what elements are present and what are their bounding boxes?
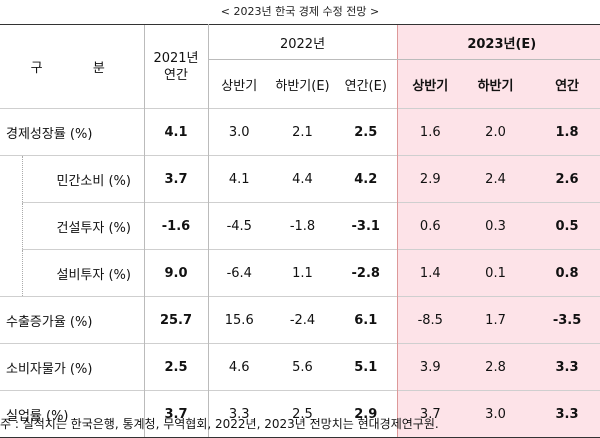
row-label: 경제성장률 (%) [0, 108, 144, 156]
cell-2022-h1: 4.6 [207, 343, 270, 391]
table-row: 설비투자 (%) 9.0 -6.4 1.1 -2.8 1.4 0.1 0.8 [0, 249, 600, 297]
row-label: 소비자물가 (%) [0, 343, 144, 391]
cell-2021: -1.6 [143, 202, 209, 250]
cell-2022-h2: 2.5 [270, 390, 335, 438]
cell-2023-h1: 1.6 [396, 108, 464, 156]
table-row: 실업률 (%) 3.7 3.3 2.5 2.9 3.7 3.0 3.3 [0, 390, 600, 438]
cell-2022-year: 4.2 [335, 155, 398, 203]
col-2021-header-line2: 연간 [164, 67, 188, 83]
cell-2023-year: 1.8 [528, 108, 600, 156]
cell-2021: 4.1 [143, 108, 209, 156]
cell-2023-year: -3.5 [528, 296, 600, 344]
cell-2023-year: 3.3 [528, 343, 600, 391]
col-2022-h1-header: 상반기 [207, 59, 270, 109]
cell-2022-year: 2.9 [335, 390, 398, 438]
table-row: 소비자물가 (%) 2.5 4.6 5.6 5.1 3.9 2.8 3.3 [0, 343, 600, 391]
cell-2022-h2: 4.4 [270, 155, 335, 203]
col-2023-h1-header: 상반기 [396, 59, 464, 109]
cell-2022-year: 2.5 [335, 108, 398, 156]
cell-2023-h2: 0.1 [463, 249, 529, 297]
cell-2022-year: 5.1 [335, 343, 398, 391]
cell-2022-h1: 4.1 [207, 155, 270, 203]
cell-2021: 2.5 [143, 343, 209, 391]
col-2022-h2-header: 하반기(E) [275, 78, 330, 94]
col-2023-h2-header: 하반기 [463, 59, 529, 109]
cell-2023-h2: 1.7 [463, 296, 529, 344]
cell-2023-year: 0.8 [528, 249, 600, 297]
cell-2021: 25.7 [143, 296, 209, 344]
cell-2023-h2: 2.4 [463, 155, 529, 203]
col-2023-year-header: 연간 [528, 59, 600, 109]
category-header-char1: 구 [30, 61, 43, 76]
cell-2022-h2: -1.8 [270, 202, 335, 250]
cell-2022-h2: -2.4 [270, 296, 335, 344]
cell-2023-h2: 2.0 [463, 108, 529, 156]
row-label: 건설투자 (%) [21, 202, 144, 250]
cell-2022-h1: 3.0 [207, 108, 270, 156]
cell-2022-h2: 2.1 [270, 108, 335, 156]
cell-2022-year: 6.1 [335, 296, 398, 344]
cell-2022-h2: 1.1 [270, 249, 335, 297]
table-row: 건설투자 (%) -1.6 -4.5 -1.8 -3.1 0.6 0.3 0.5 [0, 202, 600, 250]
cell-2021: 3.7 [143, 390, 209, 438]
cell-2023-year: 3.3 [528, 390, 600, 438]
footnote: 주 : 실적치는 한국은행, 통계청, 무역협회, 2022년, 2023년 전… [0, 417, 439, 431]
cell-2022-h1: 15.6 [207, 296, 270, 344]
header-row-periods: 상반기 하반기(E) 연간(E) 상반기 하반기 연간 [0, 59, 600, 109]
category-header: 구 분 [0, 24, 144, 109]
cell-2023-h1: -8.5 [396, 296, 464, 344]
category-header-char2: 분 [92, 61, 105, 76]
cell-2023-year: 2.6 [528, 155, 600, 203]
cell-2022-h1: -4.5 [207, 202, 270, 250]
group-2023-header: 2023년(E) [396, 24, 600, 60]
cell-2022-year: -2.8 [335, 249, 398, 297]
col-2021-header: 2021년 연간 [143, 24, 209, 109]
row-label: 민간소비 (%) [21, 155, 144, 203]
cell-2023-h1: 1.4 [396, 249, 464, 297]
cell-2023-h1: 3.9 [396, 343, 464, 391]
cell-2023-h2: 0.3 [463, 202, 529, 250]
cell-2021: 3.7 [143, 155, 209, 203]
cell-2023-h1: 3.7 [396, 390, 464, 438]
cell-2022-h2: 5.6 [270, 343, 335, 391]
indent-spacer [0, 250, 22, 297]
header-row-years: 구 분 2021년 연간 2022년 2023년(E) [0, 24, 600, 109]
cell-2022-h1: -6.4 [207, 249, 270, 297]
row-label: 수출증가율 (%) [0, 296, 144, 344]
table-caption: < 2023년 한국 경제 수정 전망 > [220, 5, 380, 18]
cell-2023-h2: 3.0 [463, 390, 529, 438]
indent-spacer [0, 203, 22, 250]
economic-forecast-table: 구 분 2021년 연간 2022년 2023년(E) 상반기 하반기(E) 연… [0, 24, 600, 438]
cell-2022-year: -3.1 [335, 202, 398, 250]
table-row: 수출증가율 (%) 25.7 15.6 -2.4 6.1 -8.5 1.7 -3… [0, 296, 600, 344]
cell-2023-year: 0.5 [528, 202, 600, 250]
cell-2023-h2: 2.8 [463, 343, 529, 391]
table-row: 민간소비 (%) 3.7 4.1 4.4 4.2 2.9 2.4 2.6 [0, 155, 600, 203]
row-label: 설비투자 (%) [21, 249, 144, 297]
indent-spacer [0, 155, 22, 203]
table-row: 경제성장률 (%) 4.1 3.0 2.1 2.5 1.6 2.0 1.8 [0, 108, 600, 156]
cell-2023-h1: 2.9 [396, 155, 464, 203]
col-2021-header-line1: 2021년 [153, 50, 199, 66]
cell-2022-h1: 3.3 [207, 390, 270, 438]
cell-2021: 9.0 [143, 249, 209, 297]
col-2022-year-header: 연간(E) [344, 78, 387, 94]
cell-2023-h1: 0.6 [396, 202, 464, 250]
group-2022-header: 2022년 [208, 24, 398, 60]
